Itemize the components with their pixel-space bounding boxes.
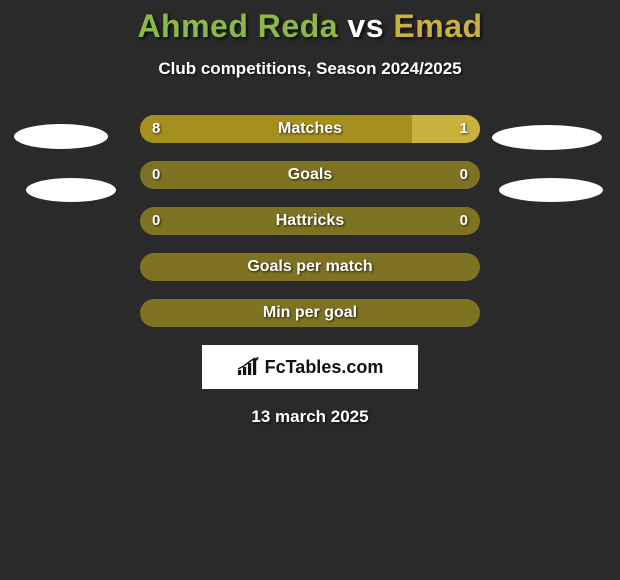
stat-bar-right-value: 0 xyxy=(460,207,468,235)
player-b-name: Emad xyxy=(393,8,482,44)
stat-bar-right-value: 0 xyxy=(460,161,468,189)
stat-bar-label: Min per goal xyxy=(140,299,480,327)
stat-bar-label: Goals xyxy=(140,161,480,189)
avatar-placeholder xyxy=(492,125,602,150)
vs-text: vs xyxy=(347,8,384,44)
stat-bar-label: Goals per match xyxy=(140,253,480,281)
stat-bar-label: Hattricks xyxy=(140,207,480,235)
stat-bar: Goals0 0 xyxy=(140,161,480,189)
stat-bar-right-fill xyxy=(412,115,480,143)
stat-bar: Goals per match xyxy=(140,253,480,281)
subtitle: Club competitions, Season 2024/2025 xyxy=(0,59,620,79)
stat-bar: Matches81 xyxy=(140,115,480,143)
avatar-placeholder xyxy=(26,178,116,202)
avatar-placeholder xyxy=(14,124,108,149)
player-a-name: Ahmed Reda xyxy=(137,8,338,44)
comparison-title: Ahmed Reda vs Emad xyxy=(0,0,620,45)
footer-date: 13 march 2025 xyxy=(0,407,620,427)
avatar-placeholder xyxy=(499,178,603,202)
stat-bar-left-value: 0 xyxy=(152,161,160,189)
stat-bar-left-value: 0 xyxy=(152,207,160,235)
comparison-bars: Matches81Goals00Hattricks00Goals per mat… xyxy=(140,115,480,327)
branding-text: FcTables.com xyxy=(265,357,384,378)
stat-bar-left-fill xyxy=(140,115,412,143)
branding-badge: FcTables.com xyxy=(202,345,418,389)
stat-bar: Min per goal xyxy=(140,299,480,327)
stat-bar: Hattricks0 0 xyxy=(140,207,480,235)
bars-growth-icon xyxy=(237,357,261,377)
